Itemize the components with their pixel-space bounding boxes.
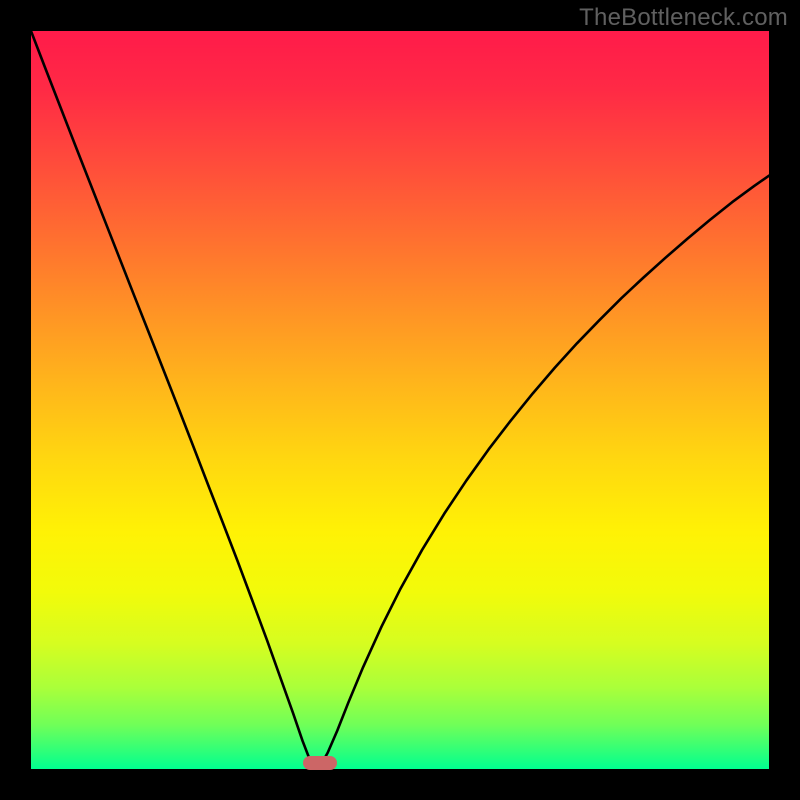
background-gradient: [31, 31, 769, 769]
chart-frame: TheBottleneck.com: [0, 0, 800, 800]
minimum-marker: [303, 756, 337, 770]
plot-area: [31, 31, 769, 769]
watermark-text: TheBottleneck.com: [579, 4, 788, 32]
